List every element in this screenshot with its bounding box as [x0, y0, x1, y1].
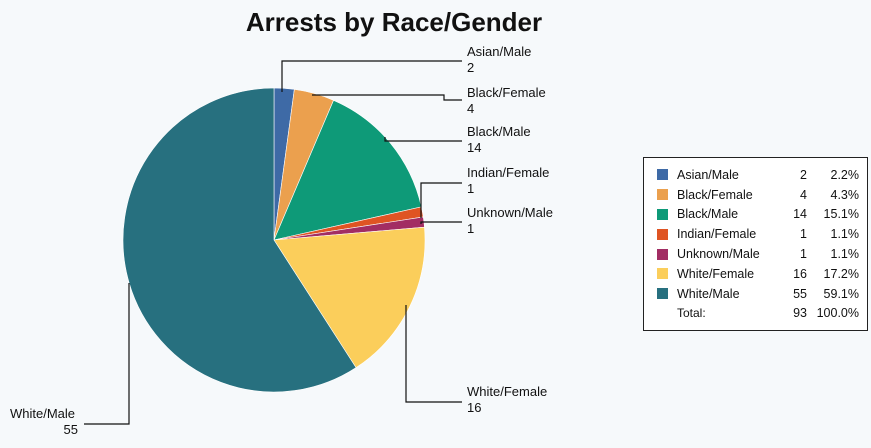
pie-slice-white-female: [273, 226, 426, 369]
legend-swatch: [657, 228, 668, 240]
legend-label: Black/Female: [677, 187, 753, 202]
legend-total-label: Total:: [677, 306, 706, 321]
legend-label: White/Male: [677, 286, 740, 301]
legend-item-unknown-male: Unknown/Male 1 1.1%: [657, 244, 859, 264]
legend-rows: Asian/Male 2 2.2% Black/Female 4 4.3% Black/Ma…: [657, 165, 859, 304]
legend-percent: 4.3%: [830, 187, 860, 202]
callout-label-unknown-male: Unknown/Male: [467, 205, 553, 220]
leader-line-white-male: [84, 283, 130, 425]
legend-swatch: [657, 208, 668, 220]
leader-line-indian-female: [420, 182, 462, 218]
legend-item-asian-male: Asian/Male 2 2.2%: [657, 165, 859, 185]
legend-item-black-male: Black/Male 14 15.1%: [657, 205, 859, 225]
callout-value-asian-male: 2: [467, 60, 474, 75]
legend-count: 16: [793, 266, 807, 281]
legend-item-indian-female: Indian/Female 1 1.1%: [657, 224, 859, 244]
leader-line-unknown-male: [420, 221, 462, 224]
leader-line-black-male: [384, 137, 462, 142]
legend-item-white-female: White/Female 16 17.2%: [657, 264, 859, 284]
legend-count: 4: [800, 187, 807, 202]
pie-slice-black-male: [273, 99, 422, 241]
callout-label-indian-female: Indian/Female: [467, 165, 549, 180]
callout-value-indian-female: 1: [467, 181, 474, 196]
pie-slices: [122, 87, 426, 393]
chart-title: Arrests by Race/Gender: [246, 7, 542, 37]
legend-percent: 1.1%: [830, 227, 860, 242]
legend-item-white-male: White/Male 55 59.1%: [657, 284, 859, 304]
legend-swatch: [657, 248, 668, 260]
legend-swatch: [657, 169, 668, 181]
callout-label-black-male: Black/Male: [467, 124, 531, 139]
legend-swatch: [657, 268, 668, 280]
callout-leaders: [84, 60, 462, 425]
callout-label-white-female: White/Female: [467, 384, 547, 399]
leader-line-white-female: [405, 305, 462, 403]
legend-swatch: [657, 288, 668, 300]
legend-total-percent: 100.0%: [816, 306, 859, 321]
legend-percent: 17.2%: [823, 266, 859, 281]
legend-label: White/Female: [677, 266, 755, 281]
callout-label-white-male: White/Male: [10, 406, 75, 421]
legend-percent: 2.2%: [830, 167, 860, 182]
legend-total-count: 93: [793, 306, 807, 321]
legend-count: 2: [800, 167, 807, 182]
legend-label: Black/Male: [677, 207, 739, 222]
legend-swatch: [657, 189, 668, 201]
leader-line-black-female: [312, 94, 462, 101]
callout-label-black-female: Black/Female: [467, 85, 546, 100]
legend-label: Asian/Male: [677, 167, 739, 182]
legend-label: Indian/Female: [677, 227, 757, 242]
callout-value-black-male: 14: [467, 140, 481, 155]
legend: Asian/Male 2 2.2% Black/Female 4 4.3% Black/Ma…: [643, 157, 868, 331]
legend-total-row: Total: 93 100.0%: [657, 304, 859, 324]
callout-value-black-female: 4: [467, 101, 474, 116]
leader-line-asian-male: [281, 60, 462, 92]
legend-count: 1: [800, 247, 807, 262]
legend-label: Unknown/Male: [677, 247, 760, 262]
legend-count: 1: [800, 227, 807, 242]
legend-count: 14: [793, 207, 807, 222]
legend-percent: 59.1%: [823, 286, 859, 301]
legend-item-black-female: Black/Female 4 4.3%: [657, 185, 859, 205]
legend-percent: 15.1%: [823, 207, 859, 222]
callout-value-unknown-male: 1: [467, 221, 474, 236]
legend-percent: 1.1%: [830, 247, 860, 262]
callout-value-white-male: 55: [64, 422, 78, 437]
callout-value-white-female: 16: [467, 400, 481, 415]
callout-label-asian-male: Asian/Male: [467, 44, 531, 59]
legend-count: 55: [793, 286, 807, 301]
